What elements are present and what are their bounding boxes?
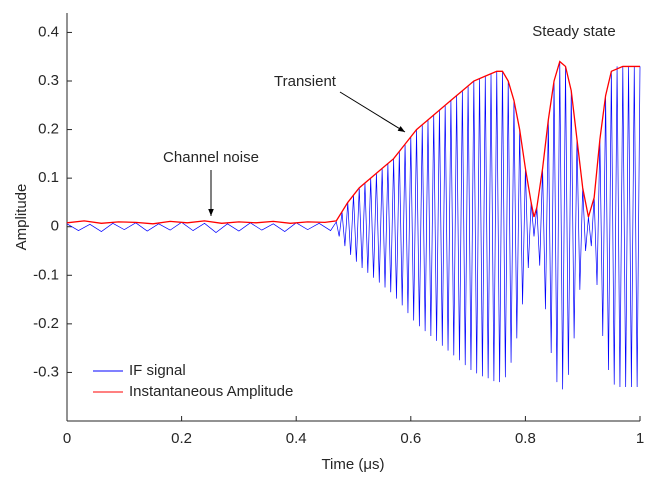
series-line — [66, 61, 641, 390]
x-tick-label: 1 — [636, 430, 644, 447]
x-tick-label: 0.4 — [286, 430, 307, 447]
y-tick-label: -0.3 — [33, 363, 59, 380]
y-tick-label: -0.2 — [33, 315, 59, 332]
y-tick-label: 0.1 — [38, 169, 59, 186]
annotation: Transient — [274, 73, 337, 90]
x-tick-label: 0.8 — [515, 430, 536, 447]
annotation-arrow — [339, 91, 406, 133]
y-axis-label: Amplitude — [13, 184, 30, 251]
series-line — [66, 60, 640, 225]
y-tick-label: 0.4 — [38, 23, 59, 40]
x-tick-label: 0 — [63, 430, 71, 447]
legend-label: Instantaneous Amplitude — [129, 383, 293, 400]
y-tick-label: 0.3 — [38, 72, 59, 89]
legend-label: IF signal — [129, 362, 186, 379]
x-axis-label: Time (μs) — [321, 456, 384, 473]
annotation: Channel noise — [163, 149, 259, 166]
annotation: Steady state — [532, 23, 615, 40]
y-tick-label: 0.2 — [38, 121, 59, 138]
x-tick-label: 0.2 — [171, 430, 192, 447]
x-tick-label: 0.6 — [400, 430, 421, 447]
y-tick-label: 0 — [51, 218, 59, 235]
y-tick-label: -0.1 — [33, 266, 59, 283]
